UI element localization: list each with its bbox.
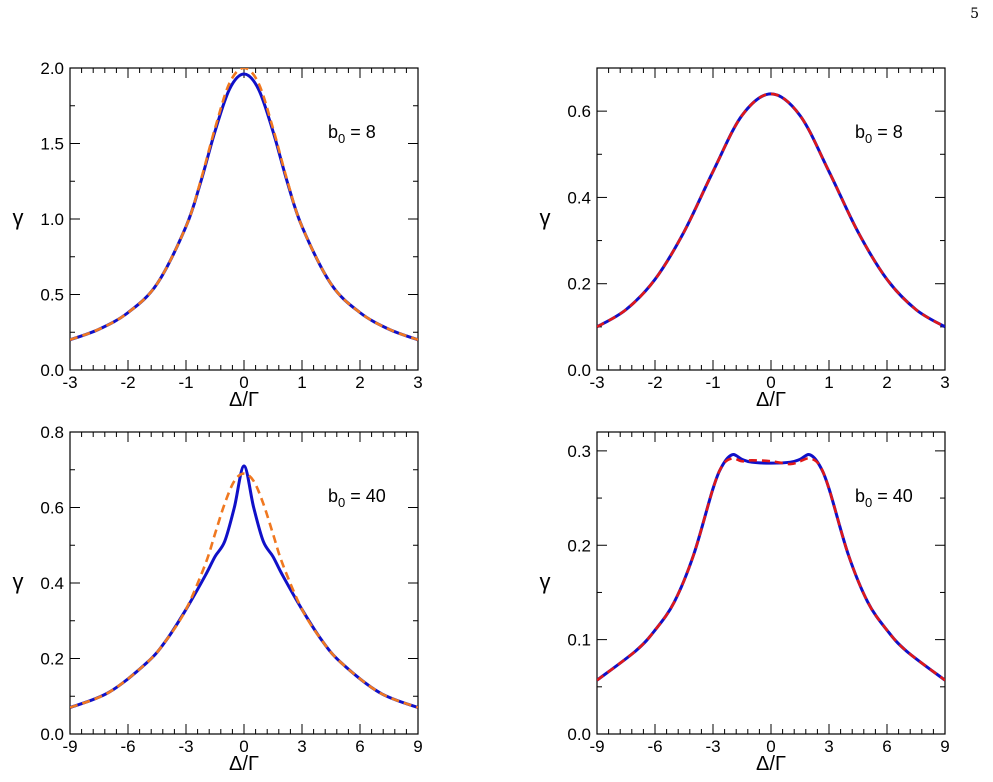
x-tick-label: 6 xyxy=(882,737,891,756)
y-tick-label: 0.1 xyxy=(567,631,591,650)
y-tick-label: 1.0 xyxy=(40,210,64,229)
x-tick-label: 0 xyxy=(766,737,775,756)
series-line-solid xyxy=(597,453,945,682)
y-axis-label: γ xyxy=(540,569,551,594)
y-tick-label: 1.5 xyxy=(40,135,64,154)
x-axis-label: Δ/Γ xyxy=(756,389,786,411)
x-tick-label: 9 xyxy=(413,737,422,756)
plot-frame xyxy=(69,67,419,371)
x-tick-label: -3 xyxy=(589,373,604,392)
chart-panel-4: -9 -6 -3 0 3 6 9 0.0 0.1 0.2 0.3 Δ/Γ γ b0 = 40 xyxy=(540,431,950,775)
chart-panel-1: -3 -2 -1 0 1 2 3 0.0 0.5 1.0 1.5 2.0 Δ/Γ γ b0 = 8 xyxy=(13,59,423,411)
x-tick-label: -2 xyxy=(120,373,135,392)
x-tick-label: -3 xyxy=(62,373,77,392)
y-tick-label: 2.0 xyxy=(40,59,64,78)
y-tick-label: 0.6 xyxy=(40,499,64,518)
x-tick-label: -3 xyxy=(705,737,720,756)
x-tick-label: 1 xyxy=(297,373,306,392)
x-axis-label: Δ/Γ xyxy=(229,389,259,411)
panel-annotation: b0 = 40 xyxy=(855,486,913,510)
x-tick-label: 6 xyxy=(355,737,364,756)
x-axis-label: Δ/Γ xyxy=(229,753,259,775)
plot-frame xyxy=(596,67,946,371)
y-tick-label: 0.4 xyxy=(567,188,591,207)
x-tick-label: 0 xyxy=(239,737,248,756)
y-tick-label: 0.0 xyxy=(40,361,64,380)
y-tick-label: 0.6 xyxy=(567,102,591,121)
y-tick-label: 0.0 xyxy=(567,725,591,744)
y-axis-label: γ xyxy=(540,205,551,230)
x-tick-label: -1 xyxy=(705,373,720,392)
x-tick-label: -6 xyxy=(647,737,662,756)
series-line-dashed xyxy=(597,92,945,328)
x-tick-label: 3 xyxy=(413,373,422,392)
y-tick-label: 0.0 xyxy=(567,361,591,380)
x-tick-label: -3 xyxy=(178,737,193,756)
chart-panel-2: -3 -2 -1 0 1 2 3 0.0 0.2 0.4 0.6 Δ/Γ γ b0 = 8 xyxy=(540,67,950,411)
x-tick-label: 2 xyxy=(882,373,891,392)
y-tick-label: 0.3 xyxy=(567,442,591,461)
y-tick-label: 0.2 xyxy=(567,275,591,294)
y-axis-label: γ xyxy=(13,569,24,594)
series-line-solid xyxy=(70,72,418,342)
y-tick-label: 0.4 xyxy=(40,574,64,593)
x-tick-label: -1 xyxy=(178,373,193,392)
series-line-dashed xyxy=(70,472,418,709)
series-line-dashed xyxy=(70,68,418,342)
x-tick-label: 2 xyxy=(355,373,364,392)
y-axis-label: γ xyxy=(13,205,24,230)
x-tick-label: 3 xyxy=(297,737,306,756)
y-tick-label: 0.5 xyxy=(40,286,64,305)
x-tick-label: 0 xyxy=(239,373,248,392)
panel-annotation: b0 = 8 xyxy=(328,122,376,146)
x-tick-label: -6 xyxy=(120,737,135,756)
x-tick-label: 3 xyxy=(940,373,949,392)
x-tick-label: -2 xyxy=(647,373,662,392)
y-tick-label: 0.2 xyxy=(567,536,591,555)
panel-annotation: b0 = 40 xyxy=(328,486,386,510)
plot-frame xyxy=(69,431,419,735)
x-tick-label: -9 xyxy=(589,737,604,756)
y-tick-label: 0.8 xyxy=(40,423,64,442)
y-tick-label: 0.0 xyxy=(40,725,64,744)
chart-panel-3: -9 -6 -3 0 3 6 9 0.0 0.2 0.4 0.6 0.8 Δ/Γ γ b0 = 40 xyxy=(13,423,423,775)
x-tick-label: 3 xyxy=(824,737,833,756)
x-tick-label: 1 xyxy=(824,373,833,392)
panel-annotation: b0 = 8 xyxy=(855,122,903,146)
x-tick-label: 0 xyxy=(766,373,775,392)
plot-frame xyxy=(596,431,946,735)
x-tick-label: 9 xyxy=(940,737,949,756)
x-axis-label: Δ/Γ xyxy=(756,753,786,775)
x-tick-label: -9 xyxy=(62,737,77,756)
page-number: 5 xyxy=(970,6,979,22)
y-tick-label: 0.2 xyxy=(40,650,64,669)
